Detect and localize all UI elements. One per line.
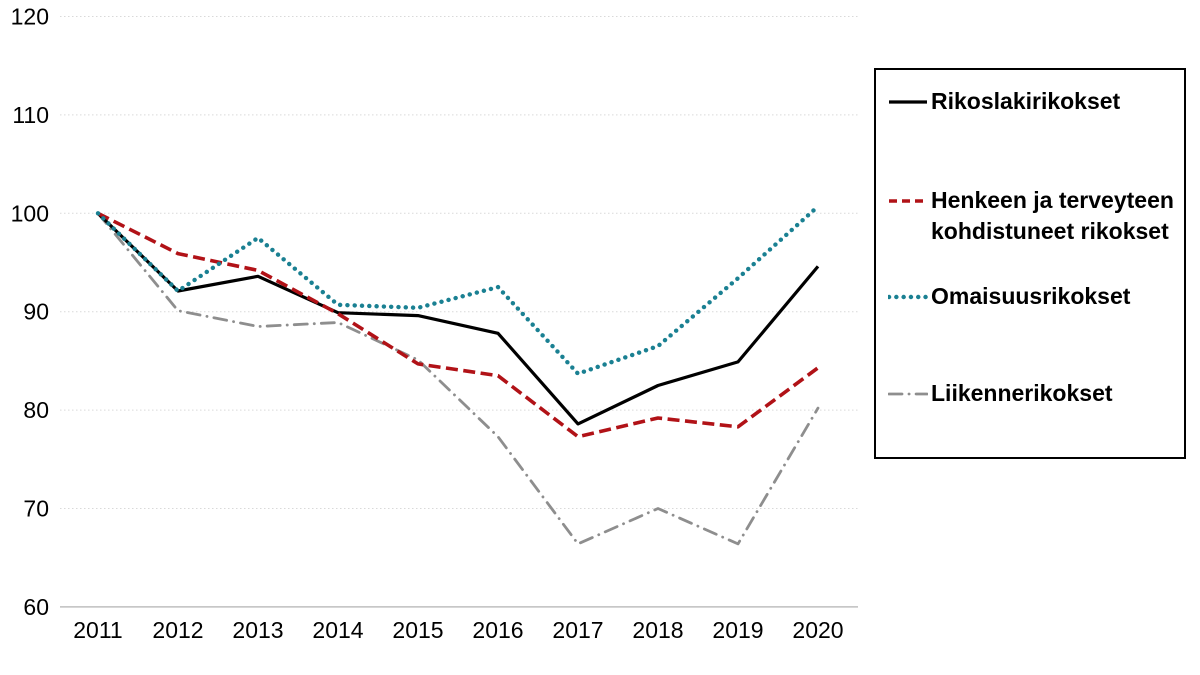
series-line-dashdot [96, 211, 820, 546]
y-tick-label: 110 [12, 102, 49, 128]
legend-label: Liikennerikokset [931, 380, 1113, 406]
legend-item-henkeen-ja-terveyteen: Henkeen ja terveyteen kohdistuneet rikok… [888, 185, 1186, 247]
y-tick-label: 120 [11, 4, 49, 30]
x-tick-label: 2019 [712, 617, 763, 643]
legend-item-liikennerikokset: Liikennerikokset [888, 378, 1186, 409]
dotted-line-icon [888, 294, 928, 300]
dashdot-line-icon [888, 392, 928, 396]
x-tick-label: 2013 [232, 617, 283, 643]
dashed-line-icon [889, 199, 927, 203]
x-tick-label: 2018 [632, 617, 683, 643]
y-tick-label: 100 [11, 200, 49, 226]
legend-label: Rikoslakirikokset [931, 88, 1121, 114]
x-tick-label: 2012 [152, 617, 203, 643]
y-tick-label: 60 [23, 594, 49, 620]
x-tick-label: 2017 [552, 617, 603, 643]
x-tick-label: 2015 [392, 617, 443, 643]
legend-item-rikoslakirikokset: Rikoslakirikokset [888, 86, 1186, 117]
solid-line-icon [889, 100, 927, 104]
y-tick-label: 70 [23, 496, 49, 522]
y-tick-label: 90 [23, 299, 49, 325]
series-line-solid [96, 212, 820, 426]
x-tick-label: 2011 [73, 617, 122, 643]
legend-label: Omaisuusrikokset [931, 283, 1131, 309]
series-line-dotted [95, 204, 821, 376]
legend-label: Henkeen ja terveyteen kohdistuneet rikok… [931, 187, 1174, 244]
x-tick-label: 2014 [312, 617, 363, 643]
y-tick-label: 80 [23, 397, 49, 423]
x-tick-label: 2016 [472, 617, 523, 643]
legend: Rikoslakirikokset Henkeen ja terveyteen … [874, 68, 1186, 459]
legend-item-omaisuusrikokset: Omaisuusrikokset [888, 281, 1186, 312]
x-tick-label: 2020 [792, 617, 843, 643]
